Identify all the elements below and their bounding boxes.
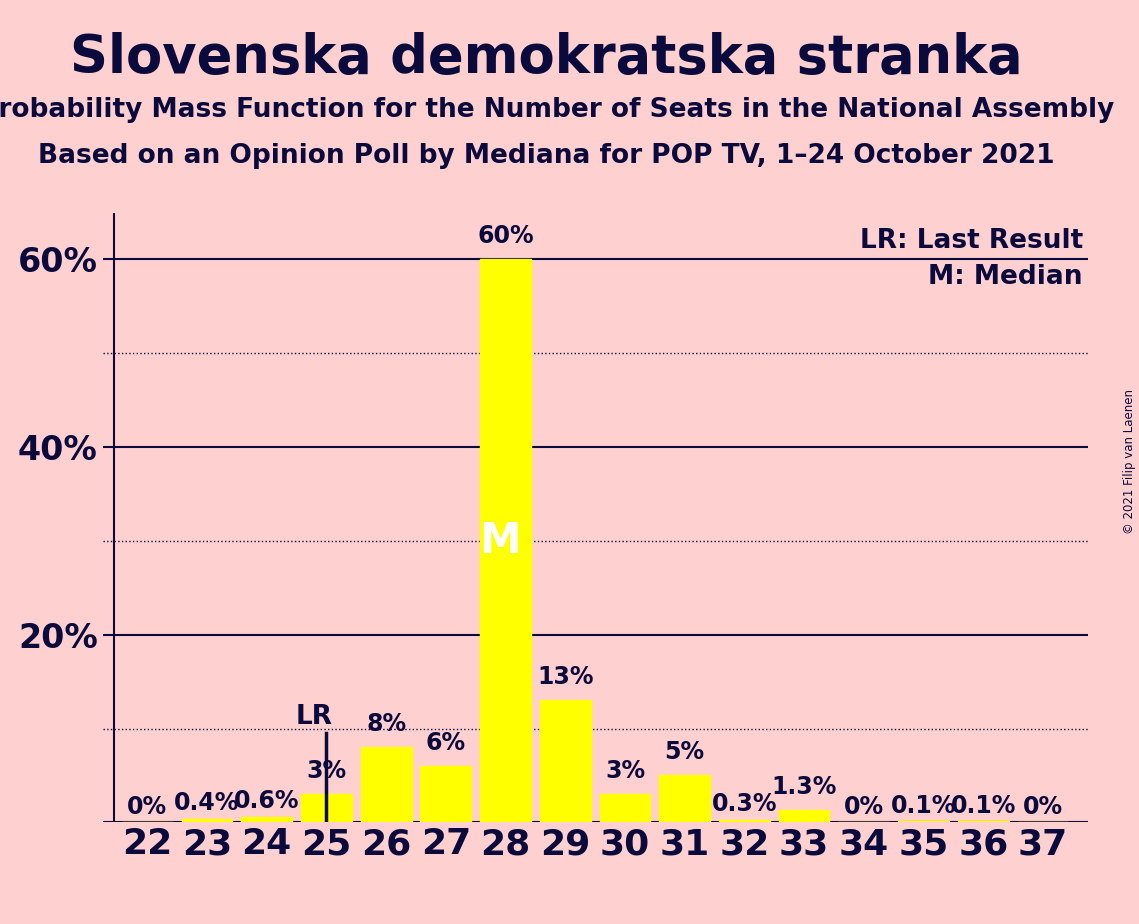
Text: 60%: 60% bbox=[477, 225, 534, 249]
Text: 13%: 13% bbox=[536, 665, 593, 689]
Text: 1.3%: 1.3% bbox=[771, 775, 837, 799]
Bar bbox=[361, 748, 411, 822]
Text: LR: LR bbox=[296, 704, 333, 730]
Text: 0.6%: 0.6% bbox=[233, 789, 300, 813]
Text: 0.1%: 0.1% bbox=[891, 794, 957, 818]
Text: 3%: 3% bbox=[306, 759, 346, 783]
Bar bbox=[599, 795, 650, 822]
Bar bbox=[659, 775, 710, 822]
Text: 0.3%: 0.3% bbox=[712, 792, 777, 816]
Bar bbox=[301, 795, 352, 822]
Text: 0%: 0% bbox=[844, 795, 884, 819]
Text: Slovenska demokratska stranka: Slovenska demokratska stranka bbox=[71, 32, 1023, 84]
Bar bbox=[181, 819, 232, 822]
Text: Probability Mass Function for the Number of Seats in the National Assembly: Probability Mass Function for the Number… bbox=[0, 97, 1114, 123]
Text: 3%: 3% bbox=[605, 759, 645, 783]
Text: M: M bbox=[478, 520, 521, 562]
Bar bbox=[779, 810, 829, 822]
Bar bbox=[540, 700, 591, 822]
Text: LR: Last Result: LR: Last Result bbox=[860, 227, 1083, 254]
Bar bbox=[481, 260, 531, 822]
Bar bbox=[958, 821, 1009, 822]
Text: M: Median: M: Median bbox=[928, 264, 1083, 290]
Text: 6%: 6% bbox=[426, 731, 466, 755]
Text: 8%: 8% bbox=[366, 712, 407, 736]
Bar bbox=[719, 820, 770, 822]
Text: 0%: 0% bbox=[128, 795, 167, 819]
Bar bbox=[420, 766, 472, 822]
Text: 0.1%: 0.1% bbox=[951, 794, 1016, 818]
Text: 0.4%: 0.4% bbox=[174, 791, 239, 815]
Bar bbox=[899, 821, 949, 822]
Text: Based on an Opinion Poll by Mediana for POP TV, 1–24 October 2021: Based on an Opinion Poll by Mediana for … bbox=[39, 143, 1055, 169]
Text: © 2021 Filip van Laenen: © 2021 Filip van Laenen bbox=[1123, 390, 1137, 534]
Text: 5%: 5% bbox=[665, 740, 705, 764]
Text: 0%: 0% bbox=[1023, 795, 1063, 819]
Bar bbox=[241, 817, 292, 822]
